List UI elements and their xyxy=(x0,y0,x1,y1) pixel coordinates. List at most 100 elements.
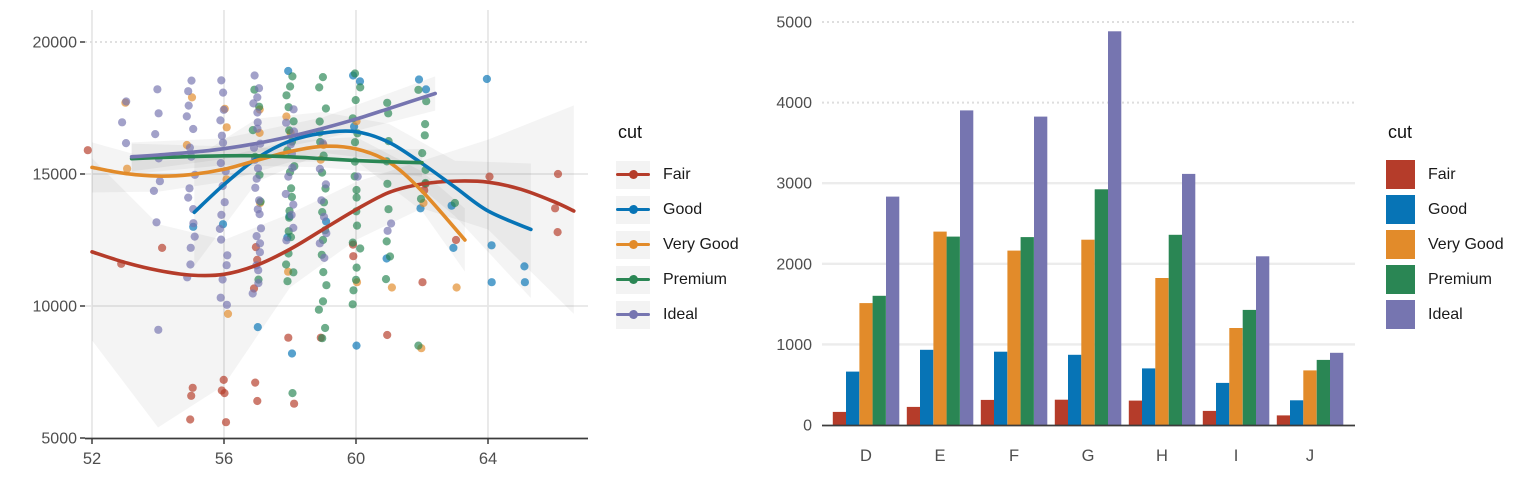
legend-key-line-dot-icon xyxy=(616,230,650,259)
scatter-point xyxy=(414,75,424,84)
scatter-point xyxy=(385,252,395,261)
scatter-point xyxy=(251,378,260,387)
y-tick-label: 20000 xyxy=(33,35,78,52)
scatter-point xyxy=(289,117,298,126)
scatter-point xyxy=(289,268,298,277)
scatter-point xyxy=(288,163,297,172)
x-tick-label: 52 xyxy=(83,450,101,468)
y-tick-label: 5000 xyxy=(776,15,812,32)
bar-legend-title: cut xyxy=(1388,122,1413,142)
legend-item-label: Ideal xyxy=(663,305,698,323)
scatter-point xyxy=(452,283,461,292)
bar-F-fair xyxy=(980,399,995,425)
scatter-point xyxy=(282,236,291,245)
bar-F-very-good xyxy=(1007,250,1021,425)
scatter-point xyxy=(348,238,357,247)
scatter-point xyxy=(219,375,228,384)
bar-J-fair xyxy=(1276,415,1291,425)
scatter-point xyxy=(249,99,258,108)
bar-D-very-good xyxy=(859,303,873,425)
scatter-point xyxy=(449,243,458,252)
scatter-point xyxy=(219,88,228,97)
scatter-legend-title: cut xyxy=(618,122,643,142)
scatter-legend: cut Fair Good Very Good Premium Ideal xyxy=(616,122,739,332)
scatter-point xyxy=(186,243,195,252)
x-category-label: J xyxy=(1306,447,1314,465)
scatter-point xyxy=(553,228,562,237)
bar-H-ideal xyxy=(1182,173,1196,425)
scatter-point xyxy=(216,293,225,302)
confidence-band-ideal xyxy=(131,76,436,172)
scatter-point xyxy=(421,85,431,94)
scatter-point xyxy=(418,149,427,158)
scatter-point xyxy=(288,72,297,81)
scatter-point xyxy=(414,341,423,350)
bar-E-ideal xyxy=(960,110,974,426)
legend-key-dot xyxy=(628,170,638,179)
scatter-point xyxy=(349,252,358,261)
scatter-point xyxy=(318,73,327,82)
scatter-point xyxy=(184,193,193,202)
legend-key-dot xyxy=(628,205,638,214)
scatter-point xyxy=(250,71,259,80)
smooth-line-good xyxy=(192,129,533,232)
scatter-point xyxy=(287,210,296,220)
bar-J-good xyxy=(1290,400,1304,425)
scatter-point xyxy=(289,105,298,114)
scatter-point xyxy=(317,196,326,205)
scatter-point xyxy=(223,251,232,260)
scatter-point xyxy=(185,184,194,193)
bar-J-ideal xyxy=(1330,352,1344,425)
scatter-point xyxy=(349,286,358,295)
bar-D-premium xyxy=(872,295,886,425)
scatter-point xyxy=(188,383,197,392)
scatter-point xyxy=(485,172,494,181)
smooth-line-premium xyxy=(129,153,424,165)
legend-item-good: Good xyxy=(1386,192,1504,227)
scatter-point xyxy=(182,112,191,121)
bar-F-premium xyxy=(1020,237,1034,425)
legend-item-good: Good xyxy=(616,192,739,227)
scatter-point xyxy=(154,325,163,334)
scatter-point xyxy=(553,169,563,179)
scatter-point xyxy=(253,323,262,332)
bar-I-premium xyxy=(1242,309,1256,425)
legend-item-fair: Fair xyxy=(1386,157,1504,192)
scatter-point xyxy=(319,268,328,277)
legend-item-label: Fair xyxy=(1428,165,1456,183)
scatter-point xyxy=(321,180,330,189)
scatter-point xyxy=(254,279,263,288)
scatter-point xyxy=(118,118,127,127)
scatter-point xyxy=(253,164,263,173)
scatter-point xyxy=(219,105,228,114)
x-category-label: I xyxy=(1234,447,1239,465)
legend-item-label: Ideal xyxy=(1428,305,1463,323)
scatter-point xyxy=(320,253,329,262)
scatter-point xyxy=(189,219,198,228)
scatter-point xyxy=(282,260,291,269)
scatter-point xyxy=(356,244,365,253)
scatter-point xyxy=(352,193,361,202)
legend-item-very-good: Very Good xyxy=(616,227,739,262)
legend-item-premium: Premium xyxy=(616,262,739,297)
scatter-point xyxy=(353,172,362,181)
scatter-point xyxy=(218,275,227,284)
scatter-point xyxy=(422,97,431,106)
legend-key-square-icon xyxy=(1386,300,1415,329)
scatter-point xyxy=(384,205,393,214)
y-tick-label: 1000 xyxy=(776,337,812,354)
scatter-point xyxy=(184,87,193,96)
scatter-point xyxy=(315,83,324,92)
scatter-point xyxy=(187,93,197,102)
scatter-point xyxy=(350,69,360,78)
scatter-point xyxy=(350,138,360,147)
bar-E-very-good xyxy=(933,231,947,425)
scatter-point xyxy=(450,198,459,208)
scatter-point xyxy=(256,224,266,233)
x-tick-label: 60 xyxy=(347,450,365,468)
scatter-point xyxy=(351,96,360,105)
bar-E-good xyxy=(920,349,934,425)
legend-key-dot xyxy=(628,240,638,249)
bar-I-good xyxy=(1216,382,1230,425)
